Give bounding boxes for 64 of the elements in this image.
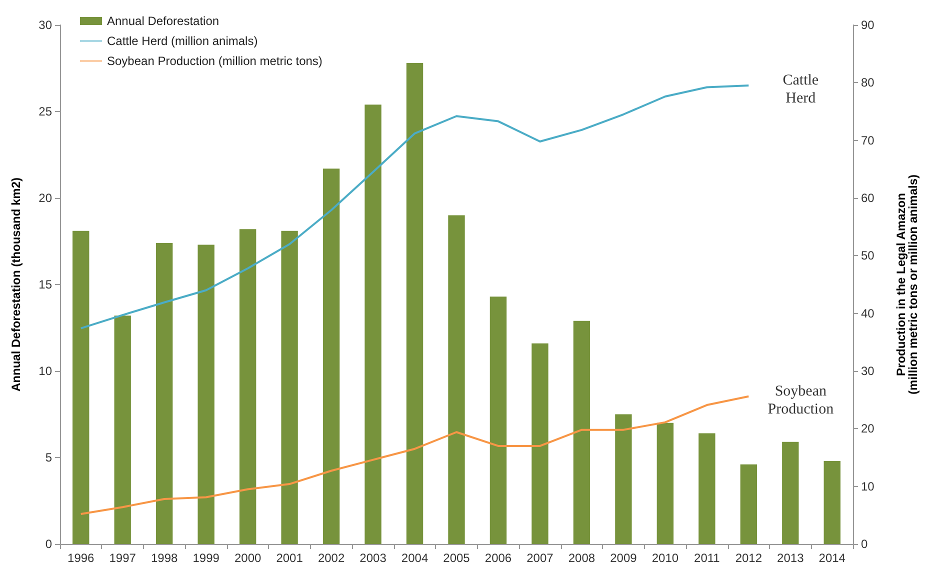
y2-tick-label: 0 — [861, 537, 868, 551]
legend-label: Soybean Production (million metric tons) — [107, 54, 322, 68]
y-axis-title: Annual Deforestation (thousand km2) — [9, 177, 23, 392]
x-tick-label: 1997 — [109, 551, 136, 565]
bar — [114, 316, 131, 544]
x-tick-label: 1996 — [68, 551, 95, 565]
y2-tick-label: 40 — [861, 306, 875, 320]
x-tick-label: 1998 — [150, 551, 178, 565]
legend-label: Annual Deforestation — [107, 14, 220, 28]
y2-axis-title: Production in the Legal Amazon (million metric tons or million animals) — [894, 174, 920, 395]
x-tick-label: 2002 — [318, 551, 345, 565]
line-series — [80, 395, 750, 516]
x-tick-label: 2003 — [360, 551, 387, 565]
y2-tick-label: 10 — [861, 479, 875, 494]
x-tick-label: 2011 — [694, 551, 720, 565]
bar — [532, 343, 548, 544]
legend-label: Cattle Herd (million animals) — [107, 34, 258, 48]
x-tick-label: 2007 — [526, 551, 554, 565]
bar — [406, 63, 424, 544]
bar — [824, 460, 840, 544]
y2-tick-label: 60 — [861, 191, 875, 205]
y-tick-label: 10 — [38, 364, 52, 378]
x-tick-label: 2006 — [484, 551, 512, 565]
y-tick-label: 25 — [38, 104, 52, 118]
bar — [698, 433, 716, 544]
annotation: Soybean Production — [768, 383, 834, 418]
x-tick-label: 2012 — [735, 551, 762, 565]
y-tick-label: 15 — [38, 278, 52, 292]
annotation: Cattle Herd — [782, 72, 819, 107]
bar — [615, 414, 632, 544]
x-tick-label: 2004 — [401, 551, 428, 565]
x-tick-label: 1999 — [192, 551, 220, 565]
bar — [448, 215, 465, 544]
bar — [573, 320, 590, 544]
x-tick-label: 2005 — [443, 551, 470, 565]
x-tick-label: 2008 — [568, 551, 596, 565]
bar — [364, 104, 382, 544]
y2-tick-label: 20 — [861, 422, 875, 436]
x-tick-label: 2001 — [276, 551, 304, 565]
bar — [322, 168, 340, 544]
y-tick-label: 20 — [38, 191, 52, 205]
bar — [656, 422, 674, 544]
line-series — [80, 84, 750, 330]
y-tick-label: 5 — [45, 450, 52, 464]
y2-tick-label: 30 — [861, 364, 875, 378]
x-tick-label: 2013 — [777, 551, 804, 565]
x-tick-label: 2009 — [610, 551, 638, 565]
bar — [198, 244, 214, 544]
y2-tick-label: 70 — [861, 133, 875, 148]
y2-tick-label: 50 — [861, 248, 875, 263]
x-tick-label: 2014 — [818, 551, 846, 565]
y-tick-label: 30 — [38, 18, 52, 32]
x-tick-label: 2010 — [652, 551, 679, 565]
bar — [281, 230, 298, 544]
bar — [72, 230, 90, 544]
x-tick-label: 2000 — [234, 551, 262, 565]
y2-tick-label: 80 — [861, 76, 875, 90]
y2-tick-label: 90 — [861, 18, 875, 32]
bar — [156, 242, 173, 544]
y-tick-label: 0 — [45, 537, 52, 551]
bar — [239, 229, 256, 544]
bar — [740, 464, 758, 544]
bar — [782, 442, 799, 544]
bar — [490, 296, 507, 544]
